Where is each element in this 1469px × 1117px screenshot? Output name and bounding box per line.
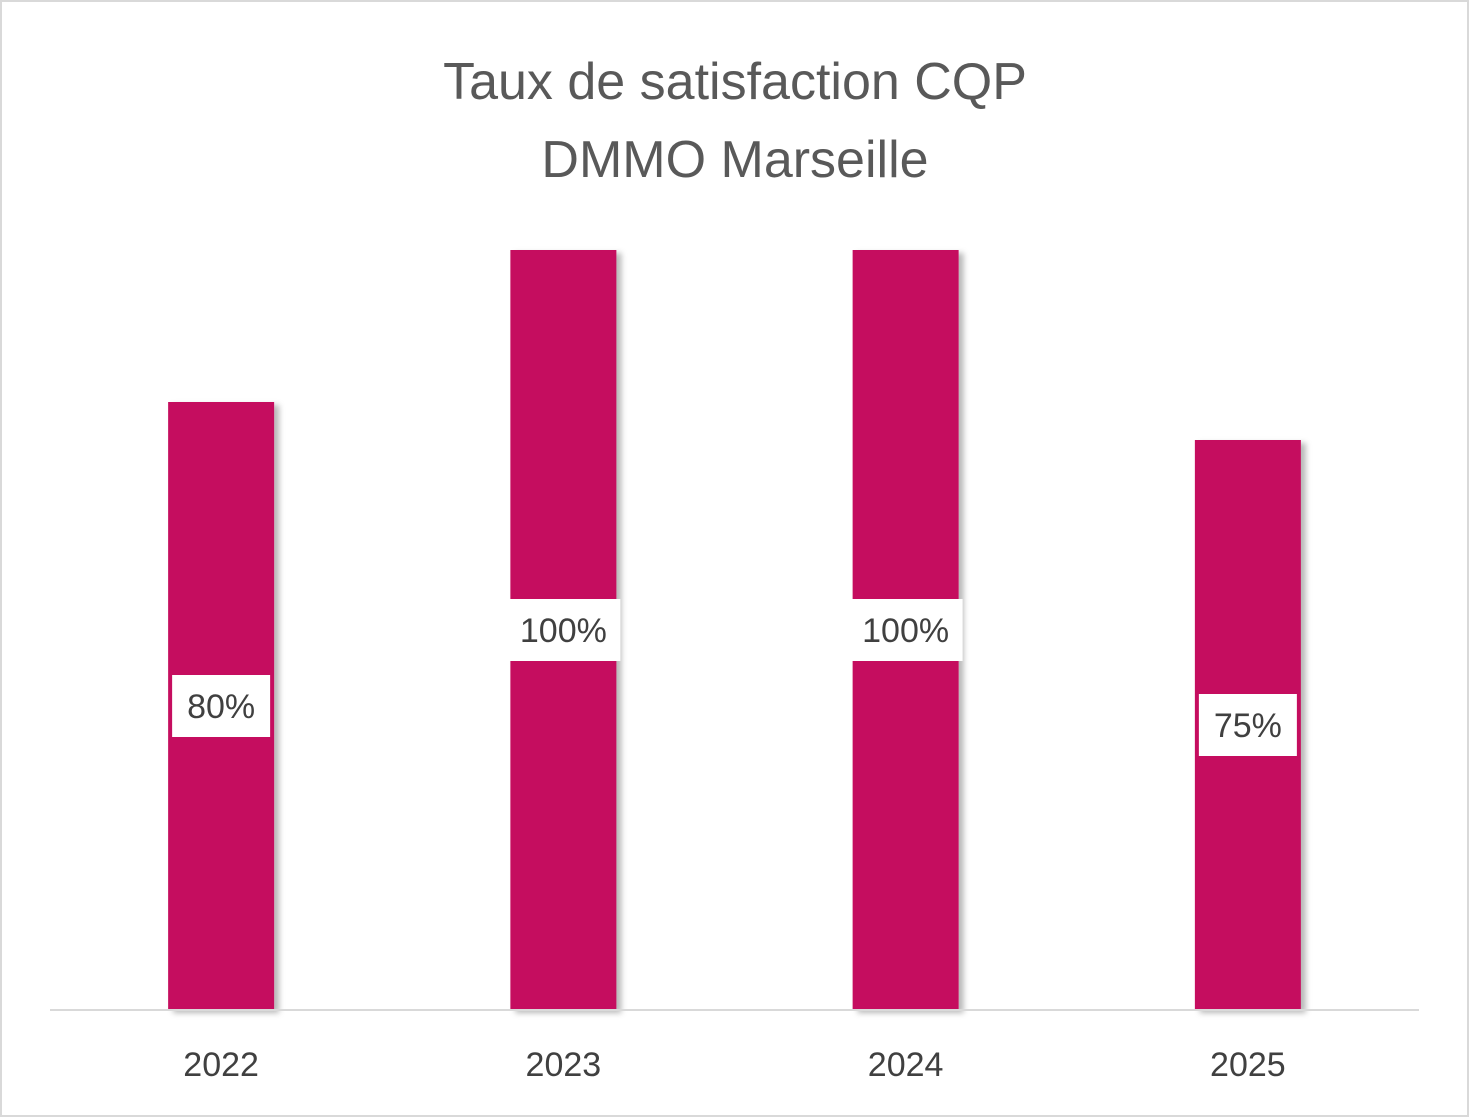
data-label-box <box>1198 694 1297 756</box>
data-label-box <box>172 675 271 737</box>
x-tick-label: 2023 <box>526 1046 602 1084</box>
bars-group <box>168 250 1301 1010</box>
chart-title-line-1: Taux de satisfaction CQP <box>443 53 1027 111</box>
x-axis-ticks: 2022 2023 2024 2025 <box>183 1046 1285 1084</box>
data-label: 75% <box>1214 707 1282 745</box>
data-label-box <box>506 599 621 661</box>
data-labels: 80% 100% 100% 75% <box>172 599 1297 756</box>
data-label: 100% <box>862 612 949 650</box>
data-label: 80% <box>187 688 255 726</box>
x-tick-label: 2025 <box>1210 1046 1286 1084</box>
data-label: 100% <box>520 612 607 650</box>
x-tick-label: 2022 <box>183 1046 259 1084</box>
data-label-box <box>848 599 963 661</box>
x-tick-label: 2024 <box>868 1046 944 1084</box>
chart-title-line-2: DMMO Marseille <box>541 131 928 189</box>
